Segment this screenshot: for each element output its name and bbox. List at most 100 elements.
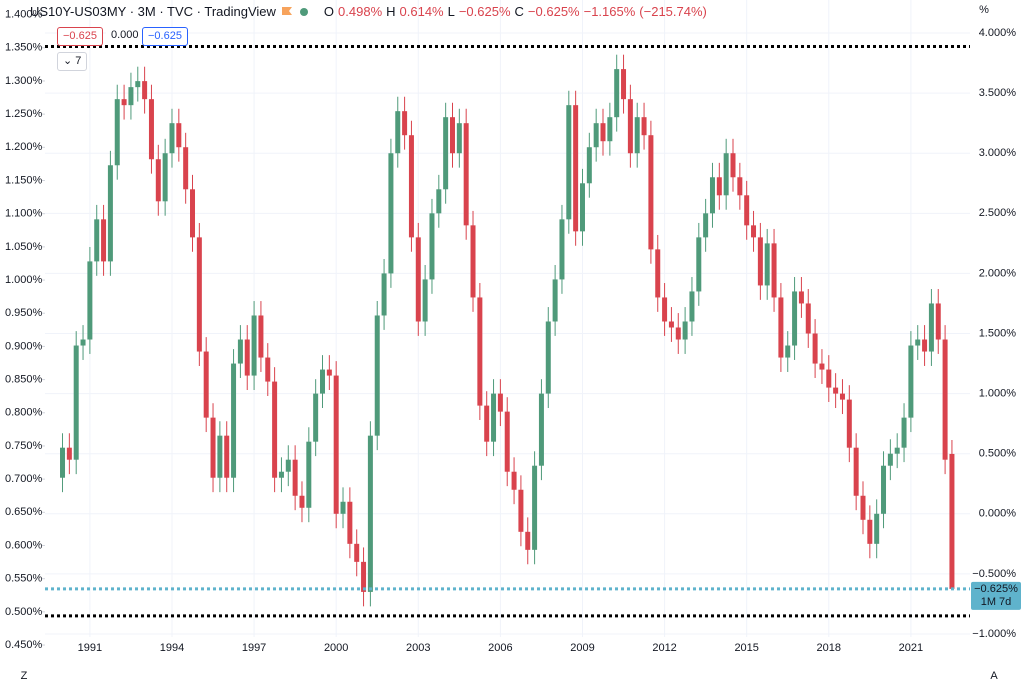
candle-body [429,213,435,280]
candle-body [162,153,168,202]
candle-body [470,225,476,298]
low-value: −0.625% [458,4,511,19]
candle-body [66,447,72,460]
candle-body [237,339,243,364]
candle-body [545,321,551,394]
scale-button[interactable]: A [990,670,998,682]
candle-body [573,105,579,232]
x-tick-label: 2021 [899,642,923,654]
candle-body [443,117,449,190]
indicator-toggle[interactable]: ⌄ 7 [57,52,88,71]
y2-tick-label: 0.850% [5,374,43,386]
candle-body [607,117,613,142]
candle-body [333,375,339,514]
candle-body [525,531,531,550]
x-tick-label: 2015 [734,642,758,654]
candle-body [477,297,483,406]
candle-body [415,237,421,322]
candle-body [785,345,791,358]
candle-body [935,303,941,340]
candle-body [942,339,948,460]
y-tick-label: 1.000% [979,388,1017,400]
candle-body [395,111,401,154]
candle-body [819,363,825,370]
candle-body [217,435,223,478]
candle-body [504,411,510,472]
scale-button[interactable]: Z [21,670,28,682]
candle-body [313,393,319,442]
candle-body [449,117,455,154]
y-tick-label: 1.500% [979,327,1017,339]
y-tick-label: 0.500% [979,448,1017,460]
y2-tick-label: 1.050% [5,241,43,253]
candle-body [860,495,866,520]
candle-body [532,465,538,550]
candle-body [716,177,722,196]
candle-body [374,315,380,436]
candle-body [778,297,784,358]
candle-body [176,123,182,148]
y-tick-label: −1.000% [972,628,1016,640]
candle-body [101,219,107,262]
candle-body [621,69,627,100]
candle-body [922,339,928,352]
symbol-title[interactable]: US10Y-US03MY · 3M · TVC · TradingView [30,4,276,19]
candle-body [627,99,633,154]
candle-body [292,459,298,496]
candle-body [538,393,544,466]
y2-tick-label: 0.750% [5,440,43,452]
candle-body [251,315,257,376]
candle-body [881,465,887,514]
candle-body [231,363,237,478]
candle-body [600,123,606,142]
y2-tick-label: 1.300% [5,75,43,87]
candle-body [696,237,702,292]
candle-body [853,447,859,496]
candle-body [285,459,291,472]
flag-icon[interactable] [280,5,294,19]
candle-body [306,441,312,508]
high-label: H [386,4,396,19]
x-tick-label: 2012 [652,642,676,654]
candle-body [272,381,278,478]
y2-tick-label: 0.800% [5,407,43,419]
candle-body [258,315,264,358]
grid [45,0,970,637]
candle-body [723,153,729,196]
x-tick-label: 2006 [488,642,512,654]
candle-body [436,189,442,214]
candle-body [299,495,305,508]
candle-body [114,99,120,166]
candle-body [915,339,921,346]
scale-box[interactable]: 0.000 [106,27,144,44]
candle-body [80,339,86,346]
y-tick-label: 3.500% [979,87,1017,99]
indicator-count: 7 [75,55,82,67]
y-tick-label: −0.500% [972,568,1016,580]
candle-body [634,117,640,154]
candle-body [265,357,271,382]
candle-body [463,123,469,226]
candle-body [826,369,832,388]
candle-body [244,339,250,376]
candle-body [764,243,770,286]
candle-body [846,399,852,448]
candle-body [128,87,134,106]
candle-body [388,153,394,274]
candle-body [278,471,284,478]
candle-body [340,501,346,514]
candle-body [662,297,668,322]
scale-box[interactable]: −0.625 [142,27,188,46]
candle-body [928,303,934,352]
candle-body [210,417,216,478]
candle-body [887,453,893,466]
candle-body [566,105,572,220]
last-price-box [971,581,1021,610]
scale-box[interactable]: −0.625 [57,27,103,46]
candles [60,54,955,607]
candle-body [805,303,811,334]
candle-body [737,177,743,196]
y-tick-label: 4.000% [979,27,1017,39]
